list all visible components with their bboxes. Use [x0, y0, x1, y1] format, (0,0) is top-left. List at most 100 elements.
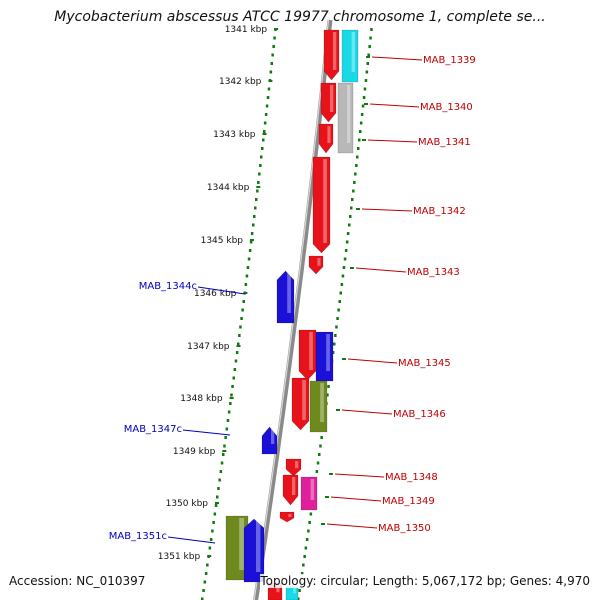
accession-text: Accession: NC_010397	[9, 574, 146, 588]
guide-dot-outer	[298, 589, 301, 592]
gene-label-forward[interactable]: MAB_1346	[393, 409, 446, 420]
guide-dot-outer	[303, 555, 306, 558]
guide-dot-outer	[341, 274, 345, 278]
gene-mab-1339[interactable]	[323, 29, 340, 81]
ruler-tick-label: 1341 kbp	[225, 25, 268, 35]
guide-dot-inner	[267, 87, 271, 91]
gene-mab-1349[interactable]	[282, 474, 299, 506]
gene-label-forward[interactable]: MAB_1339	[423, 55, 476, 66]
guide-dot-inner	[255, 198, 258, 201]
label-leader-forward	[355, 267, 407, 273]
gene-label-forward[interactable]: MAB_1345	[398, 358, 451, 369]
gene-mab-1340-feature[interactable]	[337, 82, 354, 154]
guide-dot-inner	[249, 240, 253, 244]
gene-mab-1344c[interactable]	[276, 270, 295, 324]
ruler-tick-label: 1350 kbp	[166, 499, 209, 509]
gene-label-forward[interactable]: MAB_1343	[407, 267, 460, 278]
guide-dot-inner	[241, 308, 244, 312]
gene-mab-1349-feature[interactable]	[300, 476, 318, 511]
gene-mab-1342[interactable]	[312, 156, 331, 254]
guide-dot-inner	[234, 359, 238, 363]
guide-dot-inner	[269, 70, 273, 74]
guide-dot-inner	[266, 96, 270, 99]
gene-label-forward[interactable]: MAB_1340	[420, 102, 473, 113]
guide-dot-inner	[245, 274, 249, 278]
guide-dot-outer	[331, 351, 335, 354]
gene-track	[225, 29, 359, 600]
ruler-tick-label: 1347 kbp	[187, 342, 230, 352]
guide-dot-outer	[359, 121, 363, 125]
guide-dot-outer	[334, 334, 337, 337]
guide-dot-outer	[363, 87, 367, 91]
guide-dot-inner	[256, 189, 259, 193]
label-anchor	[336, 409, 340, 411]
guide-dot-outer	[364, 79, 368, 82]
label-anchor	[321, 523, 325, 525]
guide-dot-inner	[202, 589, 205, 592]
guide-dot-inner	[204, 572, 208, 575]
guide-dot-inner	[257, 181, 260, 184]
label-anchor	[329, 473, 333, 475]
guide-dot-inner	[219, 470, 223, 473]
guide-dot-inner	[214, 504, 218, 507]
guide-dot-outer	[305, 538, 309, 541]
gene-label-forward[interactable]: MAB_1348	[385, 472, 438, 483]
guide-dot-inner	[203, 580, 207, 584]
ruler-tick	[207, 555, 212, 557]
gene-label-forward[interactable]: MAB_1349	[382, 496, 435, 507]
gene-mab-1347c[interactable]	[261, 426, 278, 455]
gene-mab-1339-feature[interactable]	[341, 29, 359, 83]
ruler-tick-label: 1344 kbp	[207, 183, 250, 193]
label-leader-reverse	[167, 536, 216, 544]
gene-label-forward[interactable]: MAB_1342	[413, 206, 466, 217]
guide-dot-outer	[367, 53, 370, 57]
guide-dot-inner	[222, 453, 225, 456]
gene-mab-1345[interactable]	[298, 329, 317, 381]
gene-mab-1350[interactable]	[279, 511, 295, 523]
gene-mab-1341[interactable]	[318, 123, 334, 154]
gene-label-reverse[interactable]: MAB_1344c	[139, 281, 197, 292]
gene-label-reverse[interactable]: MAB_1347c	[124, 424, 182, 435]
guide-dot-inner	[227, 410, 231, 414]
guide-dot-inner	[246, 266, 250, 269]
guide-dot-outer	[333, 342, 336, 346]
guide-dot-inner	[224, 436, 227, 439]
gene-mab-1340[interactable]	[320, 82, 337, 123]
guide-dot-outer	[352, 189, 355, 193]
guide-dot-inner	[265, 104, 269, 108]
guide-dot-outer	[308, 521, 311, 524]
guide-dot-inner	[264, 113, 268, 116]
gene-mab-1343[interactable]	[308, 255, 324, 275]
guide-dot-outer	[318, 453, 321, 456]
guide-dot-inner	[212, 521, 215, 524]
label-anchor	[362, 139, 366, 141]
label-leader-reverse	[182, 429, 231, 436]
gene-label-forward[interactable]: MAB_1350	[378, 523, 431, 534]
guide-dot-outer	[320, 436, 323, 439]
guide-dot-outer	[361, 104, 365, 108]
label-leader-forward	[330, 496, 382, 502]
guide-dot-inner	[252, 223, 255, 227]
guide-dot-outer	[344, 249, 348, 252]
guide-dot-inner	[232, 376, 235, 380]
ruler-tick	[243, 292, 248, 294]
guide-dot-inner	[272, 45, 275, 48]
gene-partial-bottom-feature[interactable]	[285, 585, 299, 600]
guide-dot-outer	[302, 563, 305, 567]
guide-dot-inner	[220, 461, 224, 465]
gene-mab-1346-feature[interactable]	[309, 380, 328, 433]
gene-label-forward[interactable]: MAB_1341	[418, 137, 471, 148]
gene-mab-1346[interactable]	[291, 377, 310, 431]
guide-dot-inner	[247, 257, 251, 261]
guide-dot-outer	[307, 529, 310, 533]
gene-mab-1351c[interactable]	[243, 518, 265, 583]
gene-label-reverse[interactable]: MAB_1351c	[109, 531, 167, 542]
guide-dot-outer	[309, 512, 313, 516]
label-leader-forward	[367, 139, 418, 143]
guide-dot-outer	[359, 130, 362, 133]
gene-mab-1348[interactable]	[285, 458, 302, 477]
backbone-line	[253, 19, 333, 600]
gene-mab-1345-feature[interactable]	[315, 331, 334, 382]
label-anchor	[350, 267, 354, 269]
